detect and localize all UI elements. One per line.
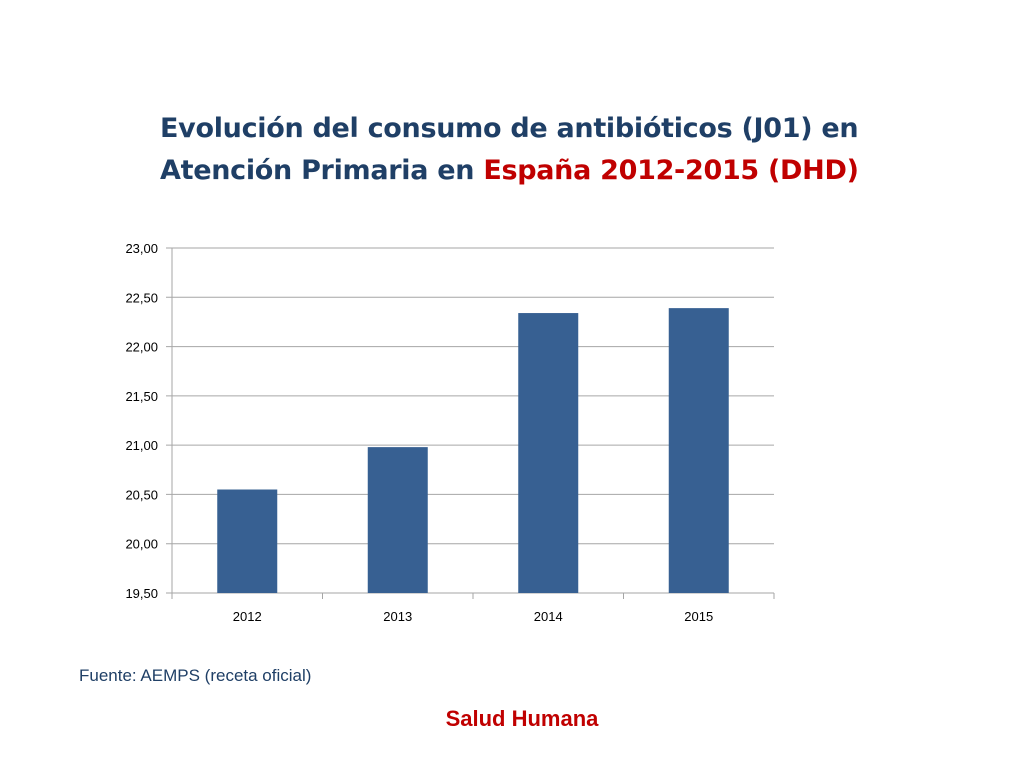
x-tick-label: 2012 (233, 609, 262, 624)
y-tick-label: 23,00 (125, 241, 158, 256)
title-line-2: Atención Primaria en España 2012-2015 (D… (160, 150, 920, 192)
source-note: Fuente: AEMPS (receta oficial) (79, 666, 312, 685)
y-tick-label: 20,00 (125, 537, 158, 552)
x-tick-label: 2014 (534, 609, 563, 624)
bar (367, 447, 428, 593)
y-tick-label: 20,50 (125, 487, 158, 502)
bar (518, 313, 579, 593)
y-tick-label: 22,00 (125, 340, 158, 355)
y-tick-label: 19,50 (125, 586, 158, 601)
x-tick-label: 2013 (383, 609, 412, 624)
chart-title: Evolución del consumo de antibióticos (J… (160, 108, 920, 192)
y-tick-label: 21,00 (125, 438, 158, 453)
title-line-1: Evolución del consumo de antibióticos (J… (160, 113, 859, 144)
x-tick-label: 2015 (684, 609, 713, 624)
bar (217, 489, 278, 593)
title-line-2-text: Atención Primaria en (160, 155, 484, 186)
footer-label: Salud Humana (445, 706, 599, 731)
y-tick-label: 22,50 (125, 290, 158, 305)
bar (668, 308, 729, 593)
y-tick-label: 21,50 (125, 389, 158, 404)
title-highlight: España 2012-2015 (DHD) (483, 155, 859, 186)
